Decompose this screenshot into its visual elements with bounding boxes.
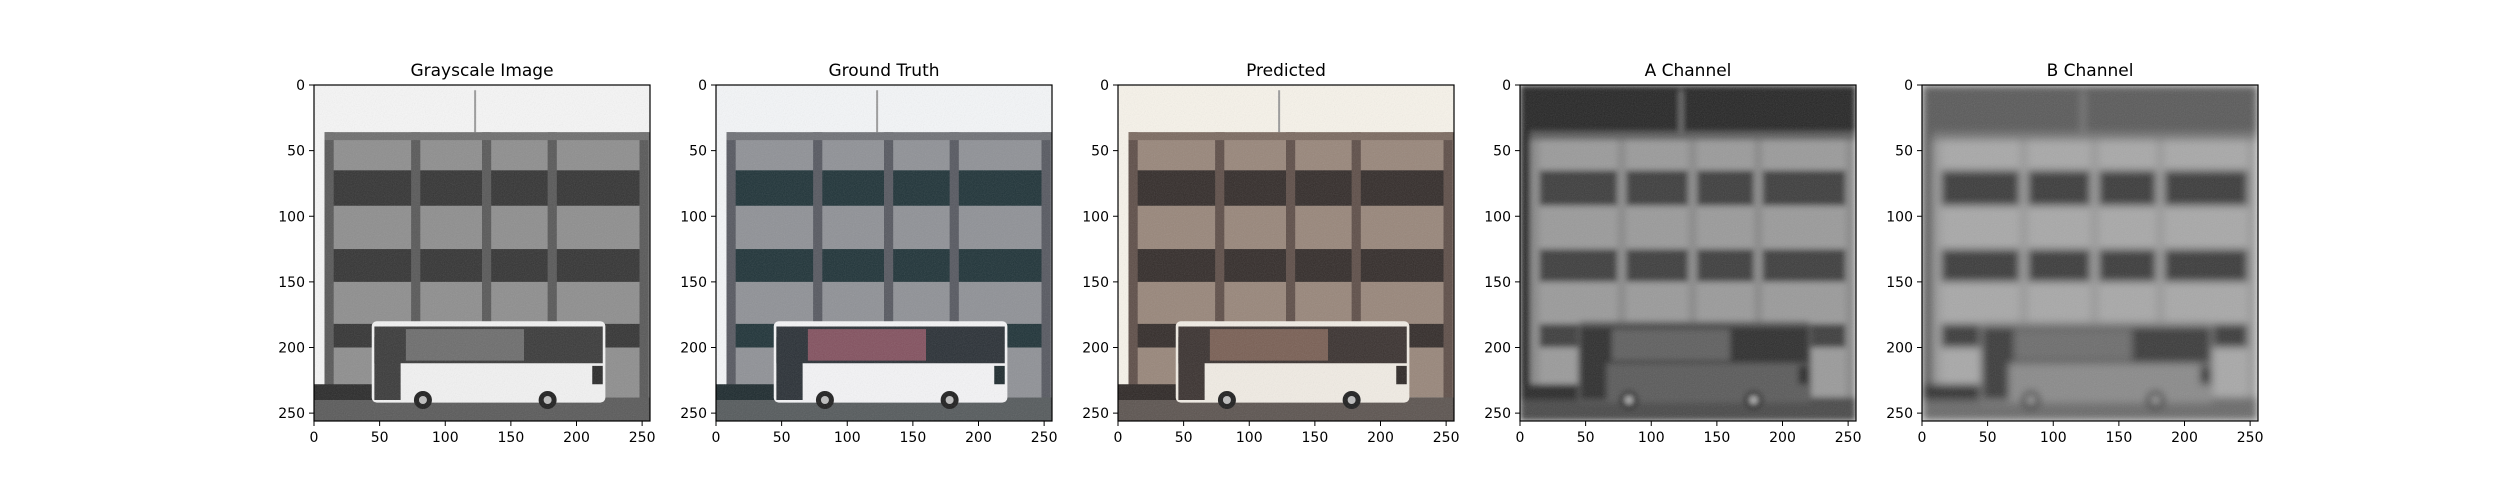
axes-frame (313, 84, 651, 422)
x-tick-label: 200 (2171, 430, 2198, 446)
photo-image (1520, 85, 1856, 421)
panel-2: Ground Truth 0 50 100 150 200 250 0 50 100 150 200 2… (680, 61, 1057, 446)
x-tick-label: 250 (629, 430, 656, 446)
axes-frame (715, 84, 1053, 422)
photo-image (716, 85, 1052, 421)
x-tick-label: 0 (1918, 430, 1927, 446)
x-tick-label: 150 (900, 430, 927, 446)
y-tick-label: 150 (278, 275, 305, 291)
x-tick-label: 50 (371, 430, 389, 446)
x-tick-label: 0 (310, 430, 319, 446)
photo-image (1922, 85, 2258, 421)
y-tick-label: 150 (1082, 275, 1109, 291)
panel-title: A Channel (1645, 61, 1732, 81)
panel-1: Grayscale Image 0 50 100 150 200 250 0 50 100 150 2… (278, 61, 655, 446)
y-tick-label: 50 (1091, 144, 1109, 160)
y-tick-label: 100 (680, 209, 707, 225)
x-tick-label: 150 (2106, 430, 2133, 446)
y-tick-label: 250 (278, 406, 305, 422)
y-tick-label: 250 (680, 406, 707, 422)
y-tick-label: 250 (1082, 406, 1109, 422)
x-tick-label: 250 (1835, 430, 1862, 446)
x-tick-label: 50 (773, 430, 791, 446)
x-tick-label: 0 (1114, 430, 1123, 446)
x-tick-label: 50 (1577, 430, 1595, 446)
axes-frame (1117, 84, 1455, 422)
y-tick-label: 150 (1886, 275, 1913, 291)
x-tick-label: 250 (2237, 430, 2264, 446)
y-tick-label: 0 (1502, 78, 1511, 94)
x-tick-label: 250 (1433, 430, 1460, 446)
y-tick-label: 0 (698, 78, 707, 94)
panel-title: B Channel (2047, 61, 2134, 81)
panel-title: Predicted (1246, 61, 1326, 81)
y-tick-label: 200 (1886, 341, 1913, 357)
x-tick-label: 50 (1979, 430, 1997, 446)
x-tick-label: 0 (1516, 430, 1525, 446)
x-tick-label: 100 (834, 430, 861, 446)
y-tick-label: 50 (1895, 144, 1913, 160)
panel-title: Ground Truth (828, 61, 939, 81)
axes-frame (1519, 84, 1857, 422)
panel-3: Predicted 0 50 100 150 200 250 0 50 100 150 200 250 (1082, 61, 1459, 446)
y-tick-label: 150 (680, 275, 707, 291)
y-tick-label: 0 (296, 78, 305, 94)
y-tick-label: 250 (1484, 406, 1511, 422)
x-tick-label: 100 (1638, 430, 1665, 446)
x-tick-label: 150 (498, 430, 525, 446)
y-tick-label: 250 (1886, 406, 1913, 422)
y-tick-label: 200 (278, 341, 305, 357)
x-tick-label: 200 (1769, 430, 1796, 446)
x-tick-label: 150 (1302, 430, 1329, 446)
y-tick-label: 150 (1484, 275, 1511, 291)
photo-image (1118, 85, 1454, 421)
y-tick-label: 0 (1100, 78, 1109, 94)
x-tick-label: 100 (432, 430, 459, 446)
x-tick-label: 100 (1236, 430, 1263, 446)
panel-4: A Channel 0 50 100 150 200 250 0 50 100 150 200 250 (1484, 61, 1861, 446)
x-tick-label: 150 (1704, 430, 1731, 446)
y-tick-label: 100 (1886, 209, 1913, 225)
x-tick-label: 0 (712, 430, 721, 446)
x-tick-label: 200 (1367, 430, 1394, 446)
x-tick-label: 100 (2040, 430, 2067, 446)
x-tick-label: 50 (1175, 430, 1193, 446)
axes-frame (1921, 84, 2259, 422)
photo-image (314, 85, 650, 421)
x-tick-label: 200 (965, 430, 992, 446)
y-tick-label: 100 (1484, 209, 1511, 225)
x-tick-label: 250 (1031, 430, 1058, 446)
x-tick-label: 200 (563, 430, 590, 446)
y-tick-label: 50 (1493, 144, 1511, 160)
y-tick-label: 50 (287, 144, 305, 160)
y-tick-label: 200 (680, 341, 707, 357)
y-tick-label: 200 (1484, 341, 1511, 357)
y-tick-label: 100 (278, 209, 305, 225)
y-tick-label: 200 (1082, 341, 1109, 357)
panel-5: B Channel 0 50 100 150 200 250 0 50 100 150 200 250 (1886, 61, 2263, 446)
y-tick-label: 0 (1904, 78, 1913, 94)
y-tick-label: 50 (689, 144, 707, 160)
y-tick-label: 100 (1082, 209, 1109, 225)
panel-title: Grayscale Image (410, 61, 553, 81)
